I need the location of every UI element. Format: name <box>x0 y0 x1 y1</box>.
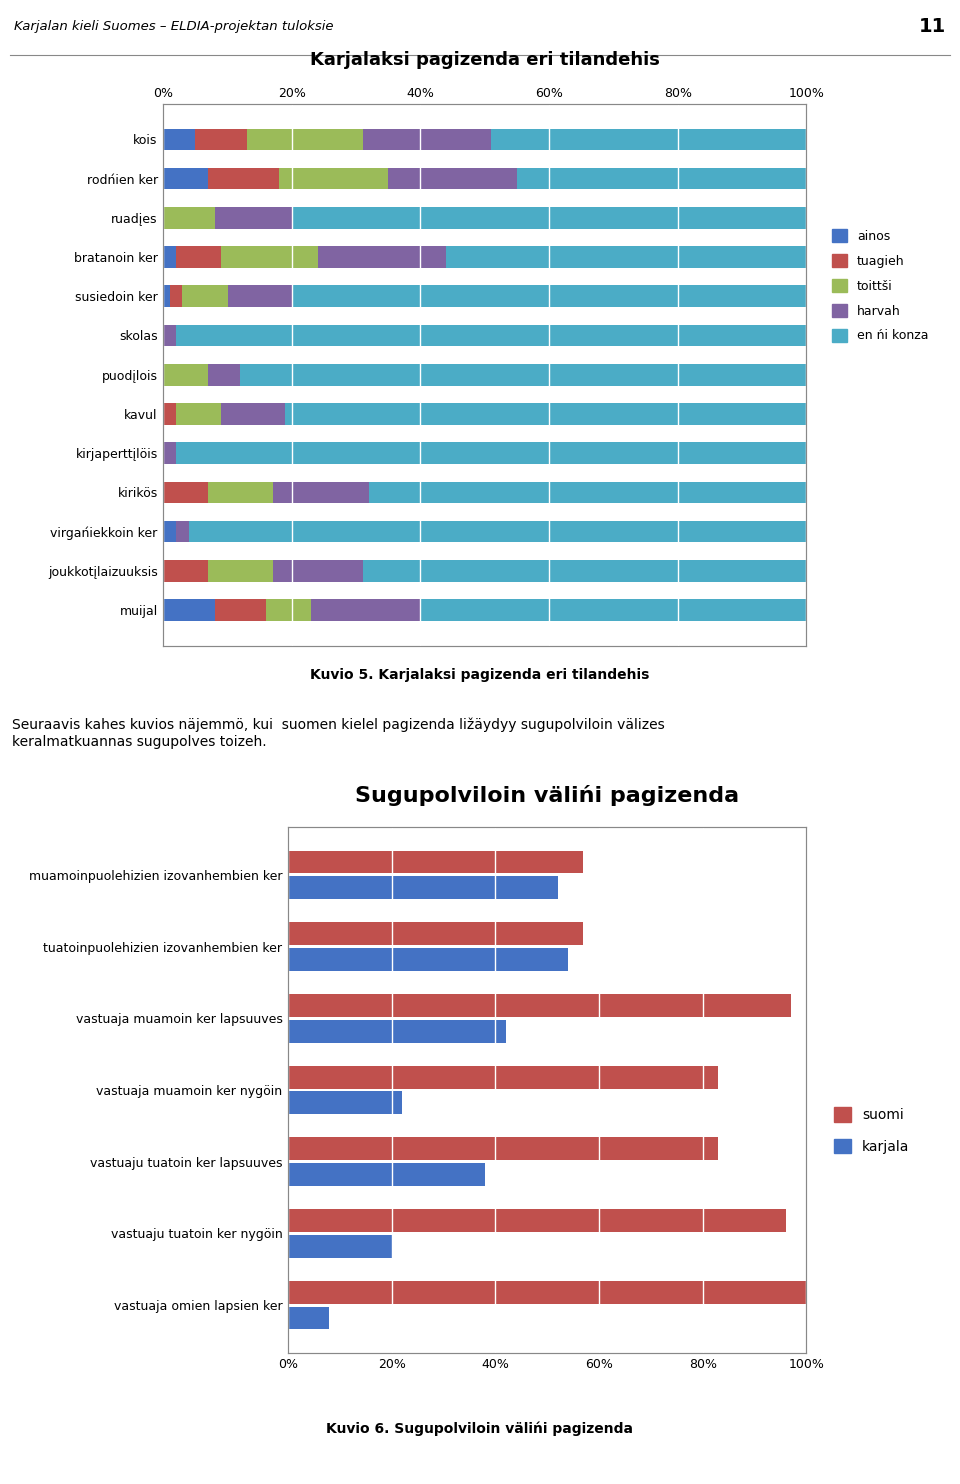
Bar <box>288 994 791 1017</box>
Bar <box>363 559 806 582</box>
Bar <box>388 168 516 190</box>
Bar <box>215 600 266 620</box>
Bar <box>163 206 215 229</box>
Bar <box>318 246 446 267</box>
Bar <box>288 1137 718 1160</box>
Bar <box>288 877 558 899</box>
Bar <box>163 482 208 503</box>
Bar <box>208 364 240 386</box>
Bar <box>292 206 806 229</box>
Text: Karjalan kieli Suomes – ELDIA-projektan tuloksie: Karjalan kieli Suomes – ELDIA-projektan … <box>14 21 334 33</box>
Bar <box>288 1066 718 1089</box>
Bar <box>196 129 247 150</box>
Bar <box>369 482 806 503</box>
Bar <box>176 404 221 424</box>
Bar <box>288 850 584 874</box>
Text: 11: 11 <box>919 18 946 36</box>
Bar <box>279 168 388 190</box>
Bar <box>266 600 311 620</box>
Bar <box>176 521 189 543</box>
Bar <box>446 246 806 267</box>
Bar <box>288 1281 806 1303</box>
Title: Sugupolviloin välińi pagizenda: Sugupolviloin välińi pagizenda <box>355 785 739 806</box>
Bar <box>163 246 176 267</box>
Bar <box>208 482 273 503</box>
Bar <box>163 285 170 307</box>
Bar <box>163 168 208 190</box>
Bar <box>176 442 806 464</box>
Bar <box>208 168 279 190</box>
Bar <box>215 206 292 229</box>
Bar <box>163 559 208 582</box>
Bar <box>208 559 273 582</box>
Bar <box>240 364 806 386</box>
Bar <box>273 482 369 503</box>
Bar <box>163 404 176 424</box>
Bar <box>182 285 228 307</box>
Bar <box>311 600 420 620</box>
Bar <box>288 1091 402 1114</box>
Bar <box>163 325 176 346</box>
Bar <box>288 1306 329 1330</box>
Bar <box>163 364 208 386</box>
Text: Seuraavis kahes kuvios näjemmö, kui  suomen kielel pagizenda ližäydyy sugupolvil: Seuraavis kahes kuvios näjemmö, kui suom… <box>12 718 664 748</box>
Bar <box>288 1020 506 1043</box>
Bar <box>228 285 292 307</box>
Bar <box>285 404 806 424</box>
Bar <box>247 129 363 150</box>
Bar <box>176 325 806 346</box>
Bar <box>163 129 196 150</box>
Bar <box>176 246 221 267</box>
Bar <box>288 948 568 971</box>
Bar <box>221 246 318 267</box>
Bar <box>288 1235 392 1258</box>
Title: Karjalaksi pagizenda eri tilandehis: Karjalaksi pagizenda eri tilandehis <box>310 50 660 68</box>
Bar <box>288 1209 785 1232</box>
Bar <box>170 285 182 307</box>
Bar <box>420 600 806 620</box>
Bar <box>189 521 806 543</box>
Bar <box>163 521 176 543</box>
Bar <box>163 442 176 464</box>
Text: Kuvio 6. Sugupolviloin välińi pagizenda: Kuvio 6. Sugupolviloin välińi pagizenda <box>326 1422 634 1437</box>
Bar <box>288 1163 485 1186</box>
Bar <box>516 168 806 190</box>
Bar <box>492 129 806 150</box>
Bar <box>273 559 363 582</box>
Legend: suomi, karjala: suomi, karjala <box>834 1107 909 1153</box>
Bar <box>292 285 806 307</box>
Bar <box>363 129 492 150</box>
Bar <box>221 404 285 424</box>
Bar <box>163 600 215 620</box>
Text: Kuvio 5. Karjalaksi pagizenda eri tilandehis: Kuvio 5. Karjalaksi pagizenda eri tiland… <box>310 668 650 683</box>
Legend: ainos, tuagieh, toittši, harvah, en ńi konza: ainos, tuagieh, toittši, harvah, en ńi k… <box>832 230 928 343</box>
Bar <box>288 922 584 945</box>
